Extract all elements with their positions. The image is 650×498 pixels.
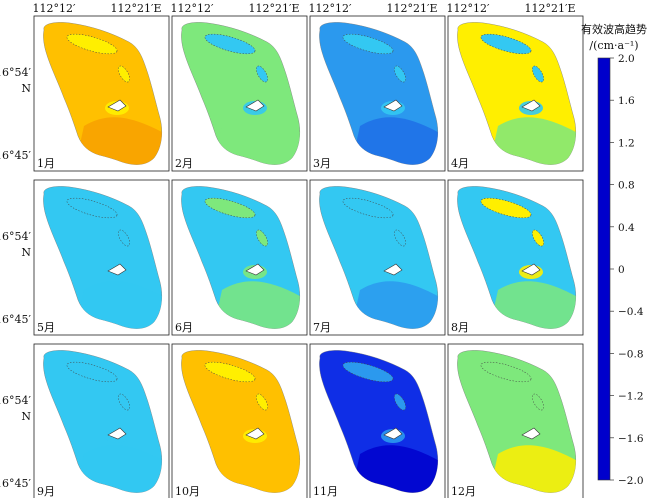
colorbar-tick-label: 1.2 <box>618 137 635 149</box>
eastern-reef-outline <box>532 393 544 411</box>
month-label: 3月 <box>313 157 331 170</box>
x-tick-label: 112°12′ <box>171 2 214 15</box>
island-land <box>245 427 265 440</box>
eastern-reef-outline <box>394 229 406 247</box>
y-tick-label: 16°54′ <box>0 66 31 79</box>
month-label: 2月 <box>175 157 193 170</box>
northern-reef-outline <box>342 33 394 55</box>
month-panel: 8月 <box>447 179 584 336</box>
island-land <box>107 263 127 276</box>
eastern-reef-outline <box>118 65 130 83</box>
x-tick-label: 112°21′E <box>524 2 575 15</box>
eastern-reef-outline <box>532 65 544 83</box>
island-land <box>245 99 265 112</box>
x-tick-label: 112°21′E <box>248 2 299 15</box>
northern-reef-outline <box>480 361 532 383</box>
colorbar-tick-label: 1.6 <box>618 95 635 107</box>
y-tick-label: N <box>21 410 31 423</box>
x-tick-label: 112°12′ <box>447 2 490 15</box>
month-panel: 11月 <box>309 343 446 498</box>
month-panel: 4月 112°12′ 112°21′E <box>447 2 584 172</box>
month-panel: 9月 16°54′ N 16°45′ <box>0 343 170 498</box>
colorbar: 有效波高趋势 /(cm·a⁻¹) 2.0 1.6 1.2 0.8 0.4 0 −0.4 −0.… <box>581 22 647 487</box>
northern-reef-outline <box>66 33 118 55</box>
colorbar-tick-label: −2.0 <box>618 475 644 487</box>
northern-reef-outline <box>204 361 256 383</box>
island-land <box>521 99 541 112</box>
eastern-reef-outline <box>256 393 268 411</box>
island-land <box>383 427 403 440</box>
eastern-reef-outline <box>256 65 268 83</box>
month-label: 12月 <box>451 485 476 498</box>
month-panel: 5月 16°54′ N 16°45′ <box>0 179 170 336</box>
y-tick-label: 16°45′ <box>0 149 31 162</box>
colorbar-tick-label: −0.8 <box>618 348 644 360</box>
island-land <box>521 427 541 440</box>
eastern-reef-outline <box>394 65 406 83</box>
northern-reef-outline <box>342 361 394 383</box>
x-tick-label: 112°12′ <box>33 2 76 15</box>
northern-reef-outline <box>204 33 256 55</box>
island-land <box>245 263 265 276</box>
northern-reef-outline <box>204 197 256 219</box>
y-tick-label: N <box>21 246 31 259</box>
eastern-reef-outline <box>118 229 130 247</box>
month-panel: 10月 <box>171 343 308 498</box>
northern-reef-outline <box>480 197 532 219</box>
island-land <box>107 427 127 440</box>
x-tick-label: 112°21′E <box>386 2 437 15</box>
island-land <box>383 99 403 112</box>
y-tick-label: N <box>21 82 31 95</box>
month-label: 1月 <box>37 157 55 170</box>
y-tick-label: 16°45′ <box>0 477 31 490</box>
y-tick-label: 16°45′ <box>0 313 31 326</box>
y-tick-label: 16°54′ <box>0 230 31 243</box>
eastern-reef-outline <box>256 229 268 247</box>
month-panel: 2月 112°12′ 112°21′E <box>171 2 308 172</box>
colorbar-scale <box>597 57 611 481</box>
month-label: 5月 <box>37 321 55 334</box>
eastern-reef-outline <box>394 393 406 411</box>
colorbar-tick-label: 0 <box>618 264 625 276</box>
x-tick-label: 112°12′ <box>309 2 352 15</box>
northern-reef-outline <box>342 197 394 219</box>
month-panel: 7月 <box>309 179 446 336</box>
colorbar-unit: /(cm·a⁻¹) <box>589 39 638 52</box>
month-label: 4月 <box>451 157 469 170</box>
y-tick-label: 16°54′ <box>0 394 31 407</box>
month-label: 11月 <box>313 485 338 498</box>
month-label: 7月 <box>313 321 331 334</box>
month-label: 10月 <box>175 485 200 498</box>
month-panel: 3月 112°12′ 112°21′E <box>309 2 446 172</box>
colorbar-tick-label: −0.4 <box>618 306 644 318</box>
northern-reef-outline <box>66 361 118 383</box>
eastern-reef-outline <box>532 229 544 247</box>
colorbar-title: 有效波高趋势 <box>581 22 647 36</box>
month-panel: 6月 <box>171 179 308 336</box>
month-label: 6月 <box>175 321 193 334</box>
month-label: 9月 <box>37 485 55 498</box>
northern-reef-outline <box>66 197 118 219</box>
island-land <box>107 99 127 112</box>
x-tick-label: 112°21′E <box>110 2 161 15</box>
month-panel: 12月 <box>447 343 584 498</box>
colorbar-tick-label: 0.8 <box>618 180 635 192</box>
month-panel: 1月 112°12′ 112°21′E 16°54′ N 16°45′ <box>0 2 170 172</box>
colorbar-tick-label: −1.6 <box>618 433 644 445</box>
island-land <box>521 263 541 276</box>
colorbar-tick-label: −1.2 <box>618 391 644 403</box>
island-land <box>383 263 403 276</box>
eastern-reef-outline <box>118 393 130 411</box>
colorbar-ticks: 2.0 1.6 1.2 0.8 0.4 0 −0.4 −0.8 −1.2 −1.6 −2.0 <box>610 53 644 487</box>
colorbar-tick-label: 2.0 <box>618 53 635 65</box>
month-label: 8月 <box>451 321 469 334</box>
northern-reef-outline <box>480 33 532 55</box>
colorbar-tick-label: 0.4 <box>618 222 635 234</box>
monthly-panels: 1月112°12′112°21′E16°54′N16°45′2月112°12′1… <box>0 2 584 498</box>
